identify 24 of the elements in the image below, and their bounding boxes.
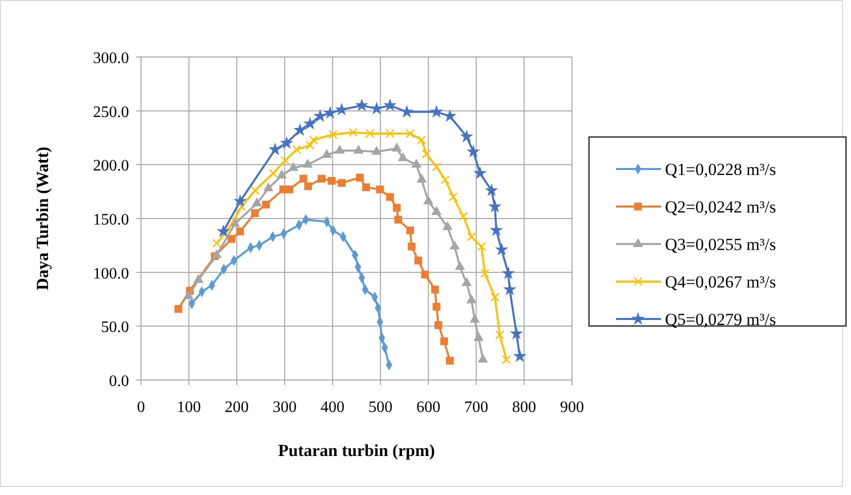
x-tick-label: 0 bbox=[137, 399, 145, 416]
y-tick-label: 150.0 bbox=[93, 212, 129, 228]
y-tick-label: 250.0 bbox=[93, 104, 129, 121]
x-axis-title: Putaran turbin (rpm) bbox=[278, 441, 435, 460]
x-tick-label: 200 bbox=[224, 399, 249, 416]
legend-label: Q4=0,0267 m³/s bbox=[665, 272, 776, 292]
x-tick-label: 400 bbox=[320, 399, 345, 416]
x-tick-label: 600 bbox=[416, 399, 440, 416]
x-tick-label: 700 bbox=[464, 399, 488, 416]
y-tick-label: 100.0 bbox=[93, 265, 129, 282]
legend-label: Q2=0,0242 m³/s bbox=[665, 198, 776, 216]
y-tick-label: 0.0 bbox=[109, 373, 129, 390]
legend-label: Q1=0,0228 m³/s bbox=[665, 160, 776, 179]
legend-label: Q5=0,0279 m³/s bbox=[665, 310, 776, 329]
x-tick-label: 100 bbox=[176, 399, 201, 416]
legend-label: Q3=0,0255 m³/s bbox=[665, 235, 776, 254]
y-tick-label: 50.0 bbox=[101, 319, 129, 336]
x-tick-label: 300 bbox=[272, 399, 297, 416]
y-axis-title: Daya Turbin (Watt) bbox=[33, 146, 52, 290]
y-tick-label: 200.0 bbox=[93, 158, 129, 175]
x-tick-label: 800 bbox=[512, 399, 536, 416]
y-tick-label: 300.0 bbox=[93, 50, 129, 67]
x-tick-label: 900 bbox=[560, 399, 584, 416]
x-tick-label: 500 bbox=[368, 399, 392, 416]
